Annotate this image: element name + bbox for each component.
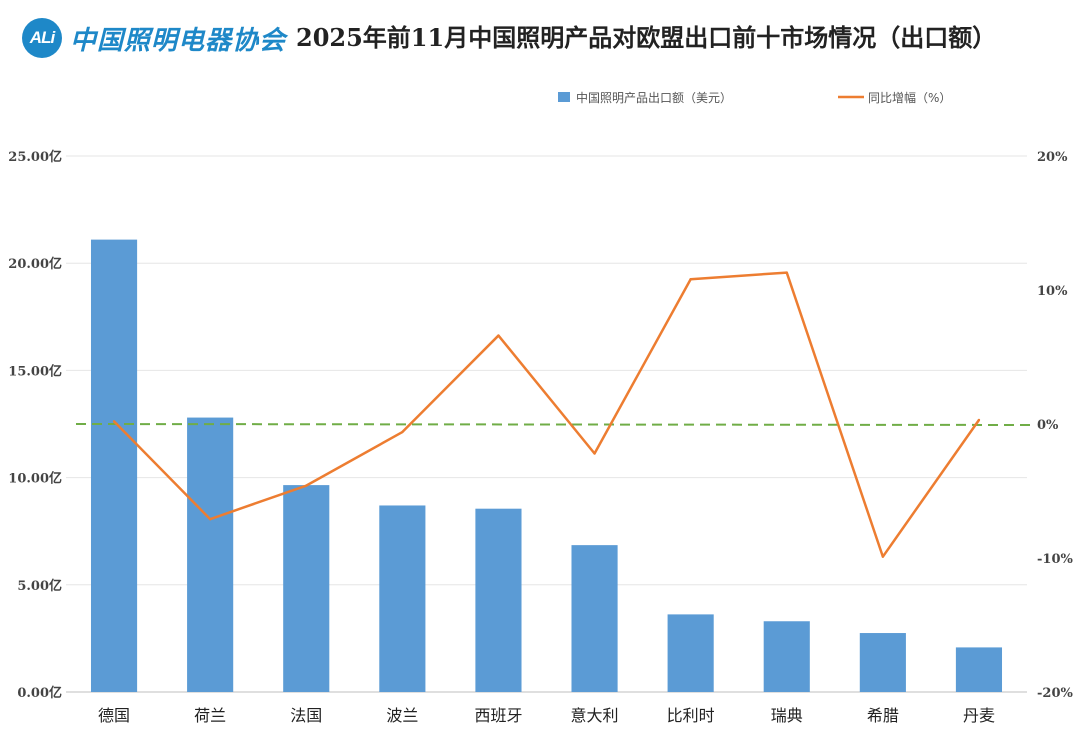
legend-bar-label: 中国照明产品出口额（美元） [576,90,732,105]
category-label: 法国 [290,706,322,725]
category-label: 荷兰 [194,706,226,725]
category-label: 意大利 [571,706,619,725]
left-axis-tick-label: 0.00亿 [17,685,62,701]
bar [379,505,426,692]
bar [475,508,522,692]
right-axis-tick-label: 0% [1037,418,1059,433]
right-axis-tick-label: -10% [1037,552,1073,567]
category-label: 瑞典 [771,706,803,725]
line-point [689,278,692,281]
association-logo: ALi 中国照明电器协会 [22,18,286,58]
left-axis-tick-label: 25.00亿 [8,149,62,165]
line-point [977,418,981,422]
category-label: 西班牙 [474,706,522,725]
bar [859,633,906,692]
legend-bar-swatch [558,92,570,102]
line-point [112,420,116,423]
line-point [305,484,308,487]
line-point [208,517,212,521]
right-axis-tick-label: -20% [1037,686,1073,701]
bar [763,621,810,692]
bar [571,545,618,692]
category-label: 比利时 [667,706,715,725]
chart-title: 2025年前11月中国照明产品对欧盟出口前十市场情况（出口额） [296,23,997,52]
growth-line [113,271,980,558]
line-point [785,271,788,274]
left-axis-tick-label: 10.00亿 [8,471,62,487]
left-axis-tick-label: 5.00亿 [17,578,62,594]
right-axis-tick-label: 10% [1037,284,1068,299]
right-axis-tick-label: 20% [1037,150,1068,165]
bar [187,417,234,692]
line-point [401,430,404,434]
chart-header: ALi 中国照明电器协会 2025年前11月中国照明产品对欧盟出口前十市场情况（… [0,0,1080,80]
category-label: 希腊 [867,706,899,725]
line-point [497,334,500,337]
bar [283,485,330,692]
left-axis-tick-label: 20.00亿 [8,256,62,272]
bar [955,647,1003,692]
bar [667,614,714,692]
category-label: 德国 [98,706,130,725]
left-axis-tick-label: 15.00亿 [8,363,62,379]
legend-line-label: 同比增幅（%） [868,90,951,105]
logo-text: 中国照明电器协会 [70,25,287,56]
category-label: 丹麦 [963,706,995,725]
line-point [593,452,596,455]
line-point [881,555,885,558]
cali-logo-icon: ALi [22,18,62,58]
category-label: 波兰 [386,706,418,725]
bar [90,239,138,692]
